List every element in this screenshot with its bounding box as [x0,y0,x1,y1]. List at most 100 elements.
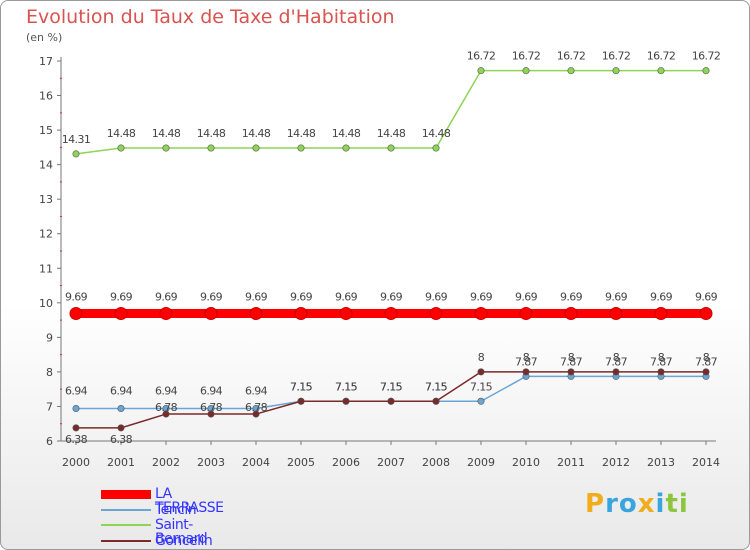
data-point [612,368,620,376]
legend-label: Goncelin [155,532,213,549]
data-point [297,397,305,405]
legend-swatch [101,508,151,511]
y-tick-label: 15 [39,124,53,137]
data-label: 14.48 [197,127,226,140]
y-tick-label: 14 [39,159,53,172]
legend-label: Tencin [155,501,197,518]
data-label: 9.69 [425,291,448,304]
data-point [117,144,125,152]
data-point [477,368,485,376]
logo-letter: x [637,489,656,519]
data-point [294,307,308,321]
x-tick-label: 2010 [512,456,540,469]
y-tick-label: 12 [39,228,53,241]
legend-swatch [101,524,151,526]
data-point [432,397,440,405]
data-label: 9.69 [110,291,133,304]
data-label: 16.72 [692,50,721,63]
data-point [204,307,218,321]
data-label: 7.15 [335,380,358,393]
data-label: 8 [523,351,530,364]
data-label: 7.87 [515,355,538,368]
data-label: 16.72 [602,50,631,63]
data-label: 7.87 [650,355,673,368]
data-label: 6.94 [200,385,223,398]
data-point [609,307,623,321]
y-tick-label: 6 [46,435,53,448]
data-point [429,307,443,321]
data-point [702,368,710,376]
data-point [117,424,125,432]
y-tick-label: 9 [46,331,53,344]
data-point [69,307,83,321]
data-point [297,144,305,152]
data-label: 14.48 [287,127,316,140]
data-point [522,67,530,75]
data-label: 8 [478,351,485,364]
data-label: 6.94 [110,385,133,398]
data-label: 14.48 [107,127,136,140]
y-tick-label: 8 [46,366,53,379]
x-tick-label: 2007 [377,456,405,469]
data-label: 7.87 [605,355,628,368]
data-label: 16.72 [647,50,676,63]
data-label: 7.15 [335,380,358,393]
data-label: 16.72 [467,50,496,63]
legend-label: Saint-Bernard [155,517,208,547]
data-label: 16.72 [512,50,541,63]
data-point [567,368,575,376]
logo-letter: P [585,489,606,519]
data-point [387,144,395,152]
data-point [342,397,350,405]
data-label: 6.94 [65,385,88,398]
data-point [612,67,620,75]
x-tick-label: 2011 [557,456,585,469]
logo-letter: o [618,489,638,519]
y-tick-label: 7 [46,400,53,413]
data-point [432,144,440,152]
x-tick-label: 2006 [332,456,360,469]
data-label: 7.87 [695,355,718,368]
data-point [342,144,350,152]
data-label: 8 [613,351,620,364]
logo-letter: t [665,489,679,519]
x-tick-label: 2012 [602,456,630,469]
data-label: 7.15 [290,380,313,393]
x-tick-label: 2000 [62,456,90,469]
logo-letter: i [655,489,666,519]
data-label: 6.78 [245,401,268,414]
logo-letter: r [605,489,619,519]
legend-swatch [101,539,151,542]
x-tick-label: 2001 [107,456,135,469]
data-point [159,307,173,321]
data-label: 9.69 [650,291,673,304]
data-point [207,410,215,418]
data-label: 9.69 [515,291,538,304]
y-tick-label: 16 [39,90,53,103]
data-label: 14.48 [422,127,451,140]
data-label: 7.15 [290,380,313,393]
series-line-saint-bernard [75,69,706,155]
legend-swatch [101,489,151,499]
data-label: 9.69 [65,291,88,304]
data-point [162,410,170,418]
data-label: 6.78 [155,401,178,414]
data-label: 7.15 [425,380,448,393]
data-label: 7.15 [380,380,403,393]
data-label: 14.48 [377,127,406,140]
x-tick-label: 2004 [242,456,270,469]
data-point [162,144,170,152]
data-point [339,307,353,321]
data-point [72,405,80,413]
data-point [702,67,710,75]
data-point [657,368,665,376]
data-label: 9.69 [200,291,223,304]
data-label: 14.48 [152,127,181,140]
data-label: 8 [703,351,710,364]
proxiti-logo: Proxiti [585,489,689,519]
data-label: 14.31 [62,133,91,146]
data-point [477,67,485,75]
data-label: 9.69 [155,291,178,304]
